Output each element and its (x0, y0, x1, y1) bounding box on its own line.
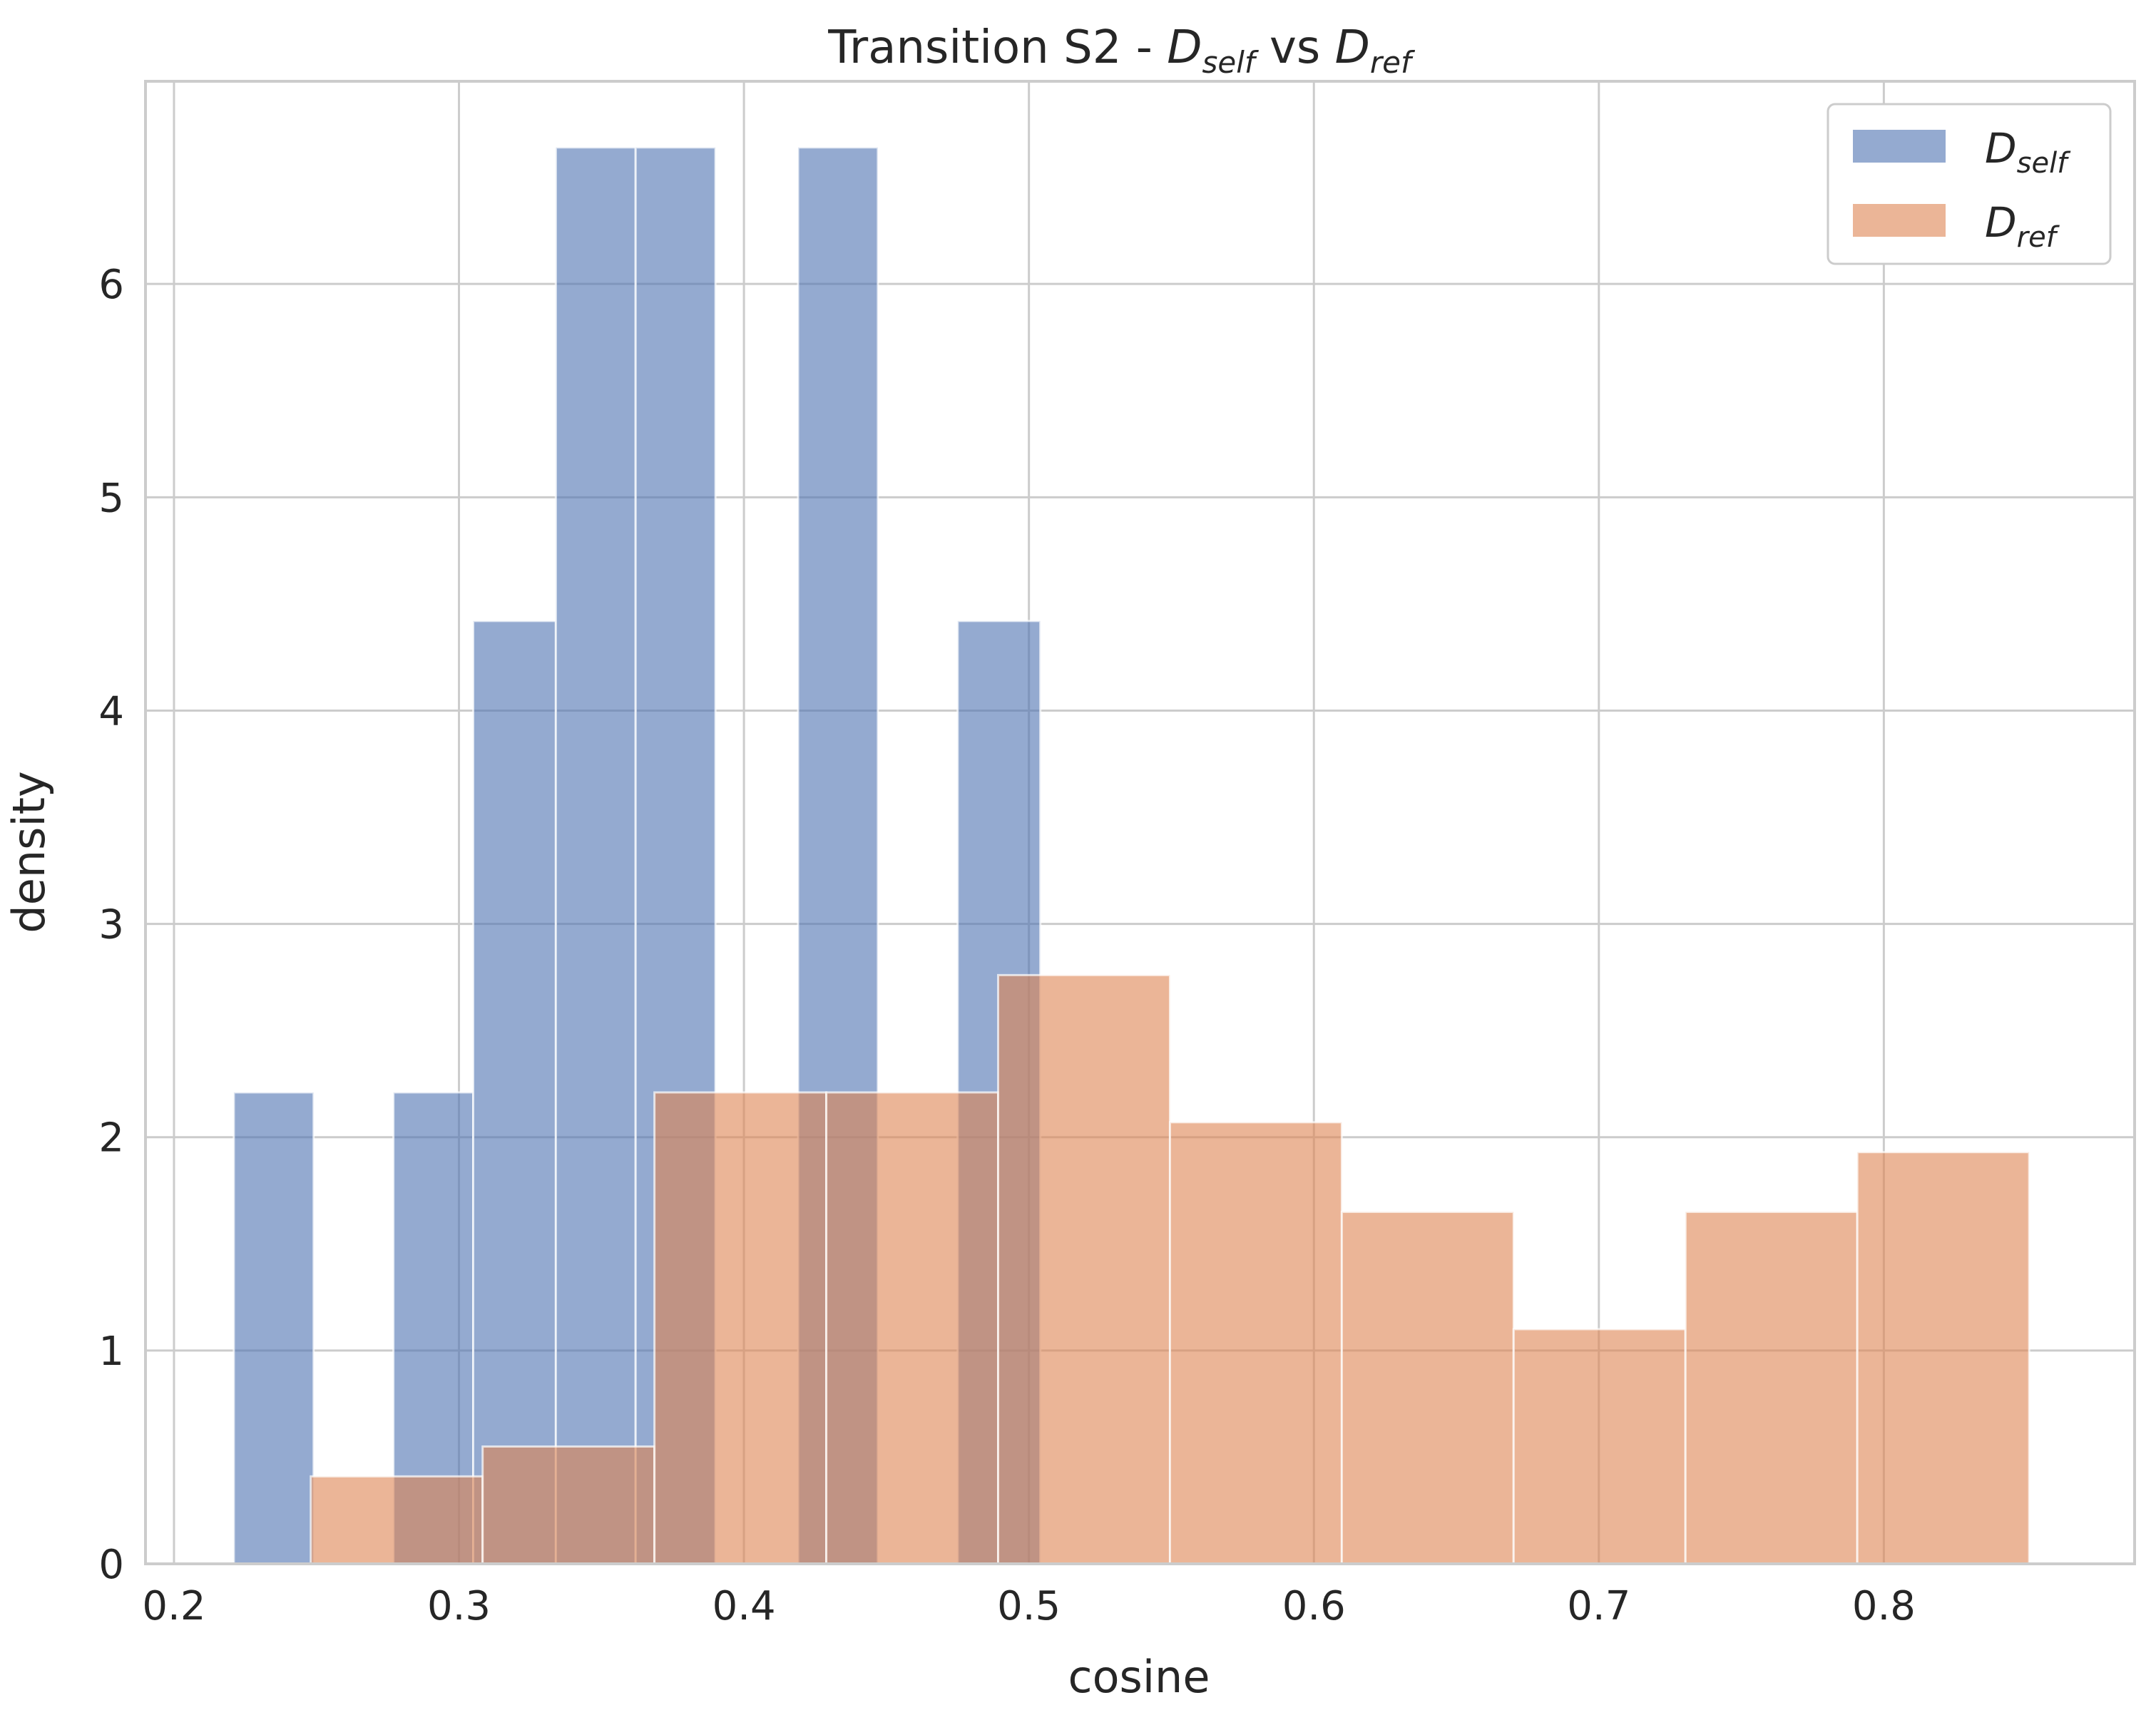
x-tick-label: 0.8 (1852, 1583, 1916, 1629)
x-tick-label: 0.5 (997, 1583, 1061, 1629)
y-tick-label: 4 (98, 688, 124, 734)
x-axis-label: cosine (1068, 1651, 1210, 1703)
histogram-bar (1684, 1210, 1859, 1565)
histogram-bar (554, 146, 637, 1565)
y-tick-label: 3 (98, 902, 124, 948)
x-tick-label: 0.3 (427, 1583, 491, 1629)
y-tick-label: 1 (98, 1329, 124, 1375)
legend-label-d-self: Dself (1985, 124, 2071, 180)
y-tick-label: 2 (98, 1115, 124, 1162)
y-tick-label: 6 (98, 262, 124, 308)
histogram-bar (233, 1091, 315, 1565)
histogram-bar (1340, 1210, 1515, 1565)
legend-swatch-d-self (1853, 130, 1946, 163)
legend-frame (1827, 103, 2112, 265)
histogram-bars (233, 146, 2030, 1565)
legend-swatch-d-ref (1853, 204, 1946, 237)
x-tick-label: 0.2 (142, 1583, 205, 1629)
x-tick-label: 0.7 (1567, 1583, 1630, 1629)
x-tick-label: 0.4 (712, 1583, 776, 1629)
plot-frame (144, 80, 2136, 1565)
tick-labels: 0.2 0.3 0.4 0.5 0.6 0.7 0.8 0 1 2 3 4 5 6 (98, 262, 1916, 1629)
histogram-bar (310, 1475, 484, 1565)
chart-title: Transition S2 - Dself vs Dref (827, 21, 1416, 80)
histogram-bar (481, 1445, 656, 1565)
legend: Dself Dref (1827, 103, 2112, 265)
histogram-bar (472, 620, 557, 1565)
y-tick-label: 0 (98, 1542, 124, 1588)
histogram-bar (825, 1091, 1000, 1565)
legend-label-d-ref: Dref (1985, 198, 2060, 254)
histogram-bar (1512, 1328, 1687, 1565)
series-d-ref (310, 973, 2030, 1565)
y-axis-label: density (3, 771, 55, 933)
x-tick-label: 0.6 (1282, 1583, 1346, 1629)
histogram-bar (997, 973, 1171, 1565)
histogram-bar (1856, 1151, 2030, 1565)
histogram-bar (1168, 1121, 1343, 1565)
histogram-bar (653, 1091, 828, 1565)
y-tick-label: 5 (98, 475, 124, 521)
